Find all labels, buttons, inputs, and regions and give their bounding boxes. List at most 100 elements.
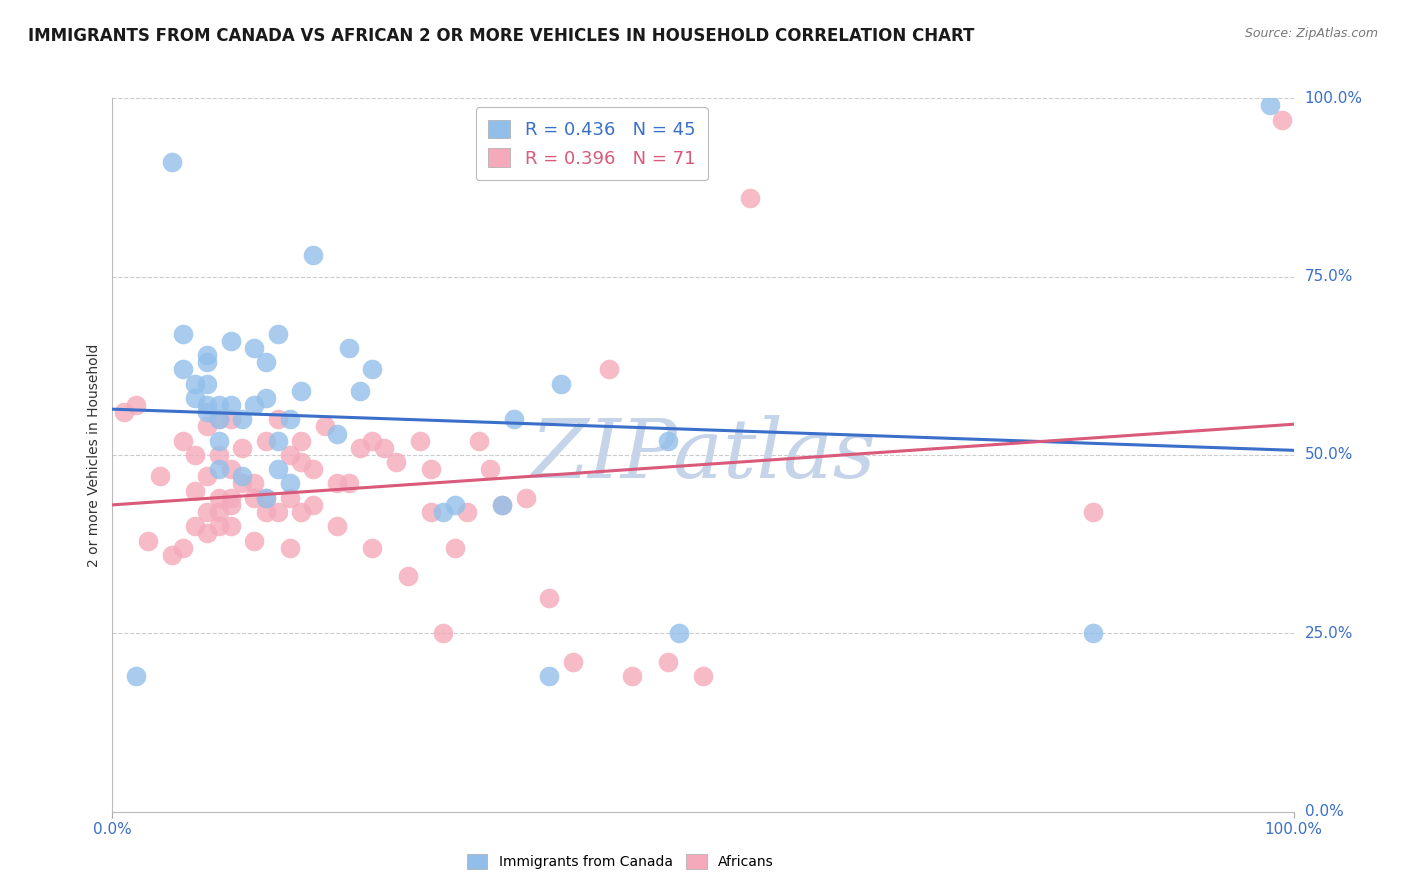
- Point: [243, 533, 266, 548]
- Point: [278, 412, 301, 426]
- Point: [1081, 626, 1104, 640]
- Point: [326, 519, 349, 533]
- Point: [195, 505, 218, 519]
- Text: 0.0%: 0.0%: [1305, 805, 1343, 819]
- Point: [184, 448, 207, 462]
- Point: [208, 448, 231, 462]
- Point: [432, 626, 454, 640]
- Point: [562, 655, 585, 669]
- Point: [1271, 112, 1294, 127]
- Point: [219, 462, 242, 476]
- Point: [172, 362, 194, 376]
- Point: [125, 669, 148, 683]
- Point: [361, 434, 384, 448]
- Point: [302, 248, 325, 262]
- Point: [420, 462, 443, 476]
- Point: [385, 455, 408, 469]
- Point: [538, 669, 561, 683]
- Point: [219, 412, 242, 426]
- Text: ZIPatlas: ZIPatlas: [530, 415, 876, 495]
- Point: [479, 462, 502, 476]
- Point: [467, 434, 489, 448]
- Point: [208, 505, 231, 519]
- Point: [208, 462, 231, 476]
- Point: [267, 462, 290, 476]
- Text: IMMIGRANTS FROM CANADA VS AFRICAN 2 OR MORE VEHICLES IN HOUSEHOLD CORRELATION CH: IMMIGRANTS FROM CANADA VS AFRICAN 2 OR M…: [28, 27, 974, 45]
- Point: [208, 434, 231, 448]
- Point: [337, 476, 360, 491]
- Point: [184, 483, 207, 498]
- Text: 100.0%: 100.0%: [1305, 91, 1362, 105]
- Point: [184, 391, 207, 405]
- Point: [314, 419, 336, 434]
- Point: [149, 469, 172, 483]
- Point: [172, 434, 194, 448]
- Point: [290, 384, 312, 398]
- Point: [538, 591, 561, 605]
- Point: [349, 384, 371, 398]
- Text: Source: ZipAtlas.com: Source: ZipAtlas.com: [1244, 27, 1378, 40]
- Point: [444, 541, 467, 555]
- Point: [326, 426, 349, 441]
- Point: [550, 376, 572, 391]
- Point: [491, 498, 513, 512]
- Point: [290, 455, 312, 469]
- Point: [231, 476, 253, 491]
- Point: [195, 469, 218, 483]
- Point: [361, 541, 384, 555]
- Point: [254, 491, 277, 505]
- Point: [160, 155, 183, 169]
- Point: [278, 448, 301, 462]
- Point: [598, 362, 620, 376]
- Point: [208, 491, 231, 505]
- Point: [432, 505, 454, 519]
- Point: [243, 341, 266, 355]
- Point: [243, 398, 266, 412]
- Point: [243, 491, 266, 505]
- Point: [278, 541, 301, 555]
- Point: [219, 491, 242, 505]
- Point: [278, 476, 301, 491]
- Point: [267, 412, 290, 426]
- Point: [302, 462, 325, 476]
- Point: [254, 391, 277, 405]
- Point: [219, 498, 242, 512]
- Point: [125, 398, 148, 412]
- Point: [195, 526, 218, 541]
- Point: [195, 419, 218, 434]
- Point: [243, 476, 266, 491]
- Point: [337, 341, 360, 355]
- Y-axis label: 2 or more Vehicles in Household: 2 or more Vehicles in Household: [87, 343, 101, 566]
- Point: [195, 355, 218, 369]
- Point: [172, 541, 194, 555]
- Point: [326, 476, 349, 491]
- Point: [349, 441, 371, 455]
- Point: [657, 655, 679, 669]
- Point: [208, 412, 231, 426]
- Point: [456, 505, 478, 519]
- Point: [373, 441, 395, 455]
- Point: [254, 491, 277, 505]
- Point: [621, 669, 644, 683]
- Point: [172, 326, 194, 341]
- Point: [231, 469, 253, 483]
- Point: [278, 491, 301, 505]
- Point: [184, 376, 207, 391]
- Point: [740, 191, 762, 205]
- Point: [195, 348, 218, 362]
- Point: [208, 412, 231, 426]
- Point: [267, 326, 290, 341]
- Point: [267, 434, 290, 448]
- Point: [219, 519, 242, 533]
- Point: [420, 505, 443, 519]
- Point: [267, 505, 290, 519]
- Legend: Immigrants from Canada, Africans: Immigrants from Canada, Africans: [460, 847, 782, 876]
- Point: [219, 334, 242, 348]
- Point: [302, 498, 325, 512]
- Point: [657, 434, 679, 448]
- Point: [290, 505, 312, 519]
- Point: [668, 626, 690, 640]
- Point: [160, 548, 183, 562]
- Point: [219, 398, 242, 412]
- Point: [1258, 98, 1281, 112]
